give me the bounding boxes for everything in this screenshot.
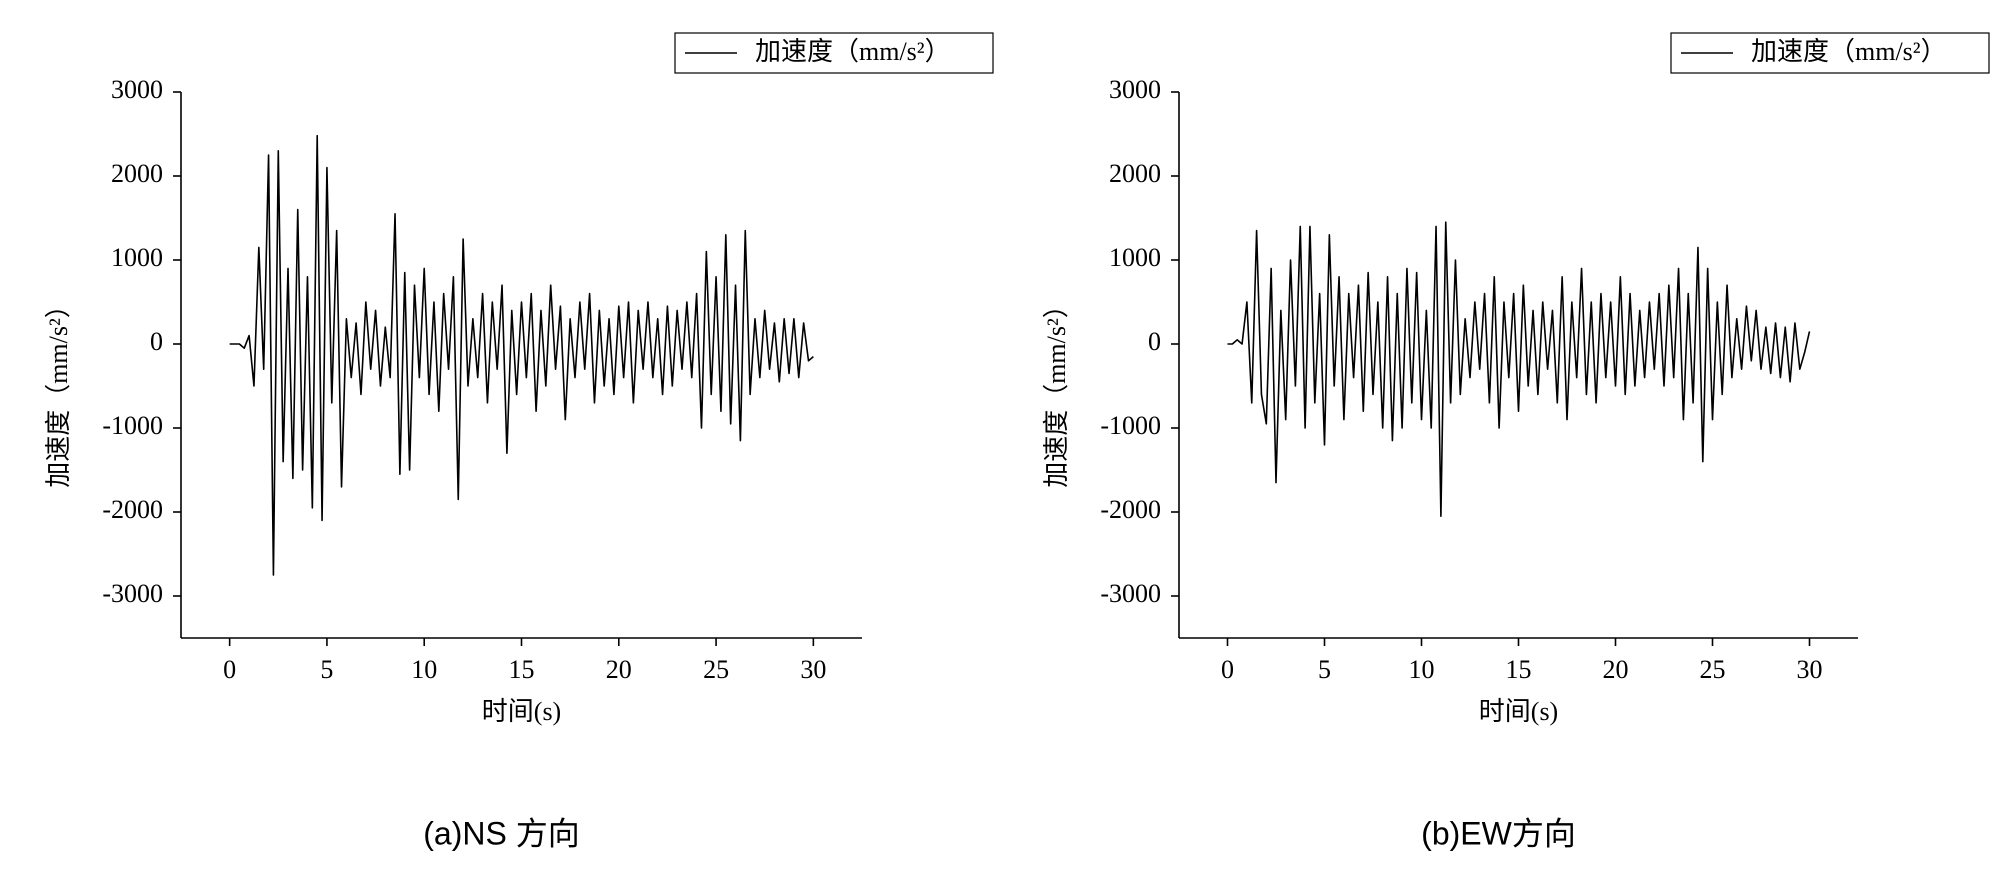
y-tick-label: -3000 (102, 579, 163, 608)
y-tick-label: 0 (1148, 327, 1161, 356)
legend-label: 加速度（mm/s²） (755, 37, 951, 66)
x-tick-label: 5 (320, 655, 333, 684)
x-tick-label: 5 (1318, 655, 1331, 684)
y-axis-label: 加速度（mm/s²） (1042, 292, 1071, 488)
x-tick-label: 15 (1506, 655, 1532, 684)
y-tick-label: -2000 (1100, 495, 1161, 524)
y-tick-label: 1000 (1109, 243, 1161, 272)
x-tick-label: 20 (1603, 655, 1629, 684)
series-line (229, 134, 814, 576)
caption: (a)NS 方向 (423, 815, 579, 851)
y-tick-label: 2000 (1109, 159, 1161, 188)
y-tick-label: 0 (150, 327, 163, 356)
x-tick-label: 25 (1700, 655, 1726, 684)
x-tick-label: 30 (800, 655, 826, 684)
y-tick-label: 1000 (111, 243, 163, 272)
x-tick-label: 30 (1797, 655, 1823, 684)
caption: (b)EW方向 (1421, 815, 1576, 851)
x-axis-label: 时间(s) (482, 697, 561, 726)
y-tick-label: 3000 (111, 75, 163, 104)
y-tick-label: -3000 (1100, 579, 1161, 608)
x-axis-label: 时间(s) (1479, 697, 1558, 726)
y-tick-label: 3000 (1109, 75, 1161, 104)
x-tick-label: 0 (1221, 655, 1234, 684)
y-tick-label: 2000 (111, 159, 163, 188)
y-axis-label: 加速度（mm/s²） (44, 292, 73, 488)
x-tick-label: 20 (606, 655, 632, 684)
x-tick-label: 0 (223, 655, 236, 684)
x-tick-label: 15 (509, 655, 535, 684)
y-tick-label: -1000 (1100, 411, 1161, 440)
y-tick-label: -2000 (102, 495, 163, 524)
y-tick-label: -1000 (102, 411, 163, 440)
legend-label: 加速度（mm/s²） (1751, 37, 1947, 66)
x-tick-label: 25 (703, 655, 729, 684)
x-tick-label: 10 (1409, 655, 1435, 684)
x-tick-label: 10 (411, 655, 437, 684)
series-line (1227, 221, 1811, 517)
